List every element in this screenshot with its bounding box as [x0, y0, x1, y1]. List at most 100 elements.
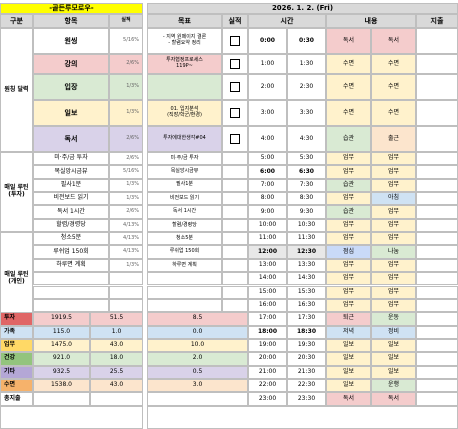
expense-cell[interactable]: [416, 272, 458, 286]
activity-a[interactable]: 일보: [326, 352, 371, 366]
activity-a[interactable]: 습관: [326, 205, 371, 219]
expense-cell[interactable]: [416, 192, 458, 206]
expense-cell[interactable]: [416, 258, 458, 273]
goal-cell[interactable]: [147, 285, 222, 299]
activity-b[interactable]: 정비: [371, 325, 416, 339]
goal-cell[interactable]: 투자협정프로세스 119P~: [147, 54, 222, 74]
activity-b[interactable]: 독서: [371, 392, 416, 406]
activity-b[interactable]: 업무: [371, 285, 416, 299]
activity-b[interactable]: 일보: [371, 365, 416, 379]
goal-cell[interactable]: [147, 298, 222, 313]
expense-cell[interactable]: [416, 178, 458, 193]
expense-cell[interactable]: [416, 325, 458, 339]
activity-a[interactable]: 수면: [326, 54, 371, 74]
goal-cell[interactable]: 할렴/경령당: [147, 218, 222, 233]
expense-cell[interactable]: [416, 54, 458, 74]
activity-a[interactable]: 업무: [326, 298, 371, 313]
done-checkbox[interactable]: [230, 134, 240, 144]
expense-cell[interactable]: [416, 218, 458, 233]
done-checkbox[interactable]: [230, 82, 240, 92]
activity-b[interactable]: 일보: [371, 352, 416, 366]
goal-cell[interactable]: 루쉬업 150회: [147, 245, 222, 259]
activity-b[interactable]: 업무: [371, 152, 416, 166]
done-checkbox[interactable]: [230, 36, 240, 46]
activity-b[interactable]: 업무: [371, 232, 416, 246]
activity-a[interactable]: 수면: [326, 100, 371, 126]
activity-b[interactable]: 운행: [371, 378, 416, 393]
goal-cell[interactable]: [147, 74, 222, 100]
activity-a[interactable]: 습관: [326, 126, 371, 152]
activity-a[interactable]: 업무: [326, 165, 371, 179]
expense-cell[interactable]: [416, 28, 458, 54]
summary-hours: 115.0: [33, 325, 90, 339]
activity-b[interactable]: 운동: [371, 312, 416, 326]
activity-a[interactable]: 점심: [326, 245, 371, 259]
done-checkbox[interactable]: [230, 108, 240, 118]
activity-b[interactable]: 업무: [371, 258, 416, 273]
time-start: 6:00: [248, 165, 287, 179]
activity-a[interactable]: 업무: [326, 218, 371, 233]
goal-cell[interactable]: 투자에대한생각#04: [147, 126, 222, 152]
activity-b[interactable]: 업무: [371, 218, 416, 233]
activity-b[interactable]: 업무: [371, 165, 416, 179]
expense-cell[interactable]: [416, 126, 458, 152]
time-start: 8:00: [248, 192, 287, 206]
activity-a[interactable]: 저녁: [326, 325, 371, 339]
activity-b[interactable]: 수면: [371, 100, 416, 126]
activity-a[interactable]: 업무: [326, 285, 371, 299]
activity-b[interactable]: 나눔: [371, 245, 416, 259]
activity-a[interactable]: 일보: [326, 365, 371, 379]
activity-a[interactable]: 퇴근: [326, 312, 371, 326]
expense-cell[interactable]: [416, 74, 458, 100]
activity-b[interactable]: 업무: [371, 298, 416, 313]
expense-cell[interactable]: [416, 152, 458, 166]
expense-cell[interactable]: [416, 312, 458, 326]
expense-cell[interactable]: [416, 100, 458, 126]
activity-b[interactable]: 일보: [371, 338, 416, 353]
activity-a[interactable]: 수면: [326, 74, 371, 100]
activity-b[interactable]: 업무: [371, 178, 416, 193]
expense-cell[interactable]: [416, 245, 458, 259]
activity-b[interactable]: 독서: [371, 28, 416, 54]
activity-b[interactable]: 아침: [371, 192, 416, 206]
activity-a[interactable]: 업무: [326, 152, 371, 166]
activity-b[interactable]: 업무: [371, 205, 416, 219]
expense-cell[interactable]: [416, 392, 458, 406]
goal-cell[interactable]: 독서 1시간: [147, 205, 222, 219]
activity-b[interactable]: 수면: [371, 54, 416, 74]
expense-cell[interactable]: [416, 232, 458, 246]
goal-cell[interactable]: 01. 입지분석 (직장/학군/환경): [147, 100, 222, 126]
activity-a[interactable]: 업무: [326, 258, 371, 273]
activity-a[interactable]: 독서: [326, 28, 371, 54]
activity-a[interactable]: 업무: [326, 232, 371, 246]
activity-b[interactable]: 출근: [371, 126, 416, 152]
goal-cell[interactable]: 청소5분: [147, 232, 222, 246]
activity-a[interactable]: 습관: [326, 178, 371, 193]
goal-cell[interactable]: 비전보드 읽기: [147, 192, 222, 206]
activity-a[interactable]: 업무: [326, 272, 371, 286]
activity-a[interactable]: 일보: [326, 378, 371, 393]
col-jichul: 지출: [416, 14, 458, 28]
expense-cell[interactable]: [416, 365, 458, 379]
activity-b[interactable]: 수면: [371, 74, 416, 100]
activity-a[interactable]: 업무: [326, 192, 371, 206]
expense-cell[interactable]: [416, 205, 458, 219]
expense-cell[interactable]: [416, 338, 458, 353]
time-start: 17:00: [248, 312, 287, 326]
goal-cell[interactable]: - 지역 원페이지 결론 - 할렴요약 정리: [147, 28, 222, 54]
goal-cell[interactable]: [147, 272, 222, 286]
goal-cell[interactable]: 미·주/금 투자: [147, 152, 222, 166]
expense-cell[interactable]: [416, 378, 458, 393]
expense-cell[interactable]: [416, 298, 458, 313]
activity-a[interactable]: 일보: [326, 338, 371, 353]
item-name: 원씽: [33, 28, 109, 54]
goal-cell[interactable]: 하루면 계획: [147, 258, 222, 273]
expense-cell[interactable]: [416, 352, 458, 366]
expense-cell[interactable]: [416, 165, 458, 179]
done-checkbox[interactable]: [230, 59, 240, 69]
goal-cell[interactable]: 목실앙시금뷰: [147, 165, 222, 179]
activity-b[interactable]: 업무: [371, 272, 416, 286]
expense-cell[interactable]: [416, 285, 458, 299]
goal-cell[interactable]: 필사1분: [147, 178, 222, 193]
activity-a[interactable]: 독서: [326, 392, 371, 406]
